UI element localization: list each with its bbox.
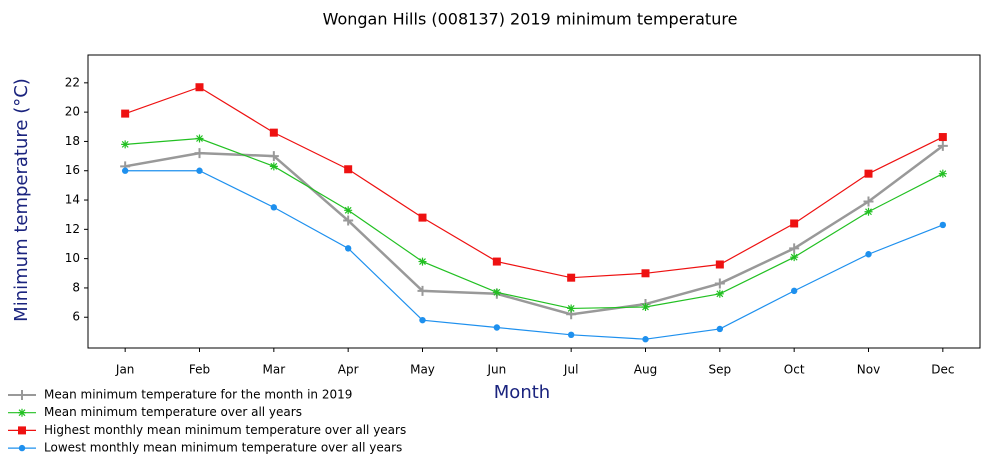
marker [715,260,724,269]
marker [344,245,352,252]
marker [790,287,798,295]
marker [715,289,724,298]
marker [864,207,873,216]
marker [18,408,26,417]
marker [343,215,354,226]
marker [194,148,205,159]
marker [789,243,800,254]
marker [567,331,575,339]
marker [121,109,130,118]
series-line [124,144,944,316]
marker [937,140,948,151]
marker [270,204,278,211]
marker [492,257,501,266]
marker [642,336,649,343]
marker [641,269,650,278]
marker [492,288,501,297]
marker [716,325,724,333]
marker [938,133,947,142]
marker [790,253,799,262]
chart-title: Wongan Hills (008137) 2019 minimum tempe… [323,10,738,29]
y-tick-label: 22 [65,75,80,89]
marker [493,324,501,331]
marker [418,257,427,266]
marker [268,151,279,162]
marker [344,165,353,174]
y-tick-label: 6 [72,310,80,324]
plot-frame [87,54,981,349]
y-tick-label: 8 [72,280,80,294]
x-axis-title: Month [494,382,550,403]
marker [419,316,426,324]
marker [567,273,576,282]
x-tick-label: Jun [486,363,506,377]
x-tick-label: Jul [563,363,578,377]
x-tick-label: Aug [634,363,657,377]
x-tick-label: May [410,363,435,377]
marker [18,444,26,452]
y-tick-label: 14 [65,193,80,207]
marker [865,251,872,258]
marker [790,219,799,228]
x-tick-label: Apr [338,363,359,377]
marker [938,169,947,178]
marker [17,390,27,400]
x-tick-label: Dec [931,363,954,377]
series-line [125,137,944,310]
y-axis-title: Minimum temperature (°C) [11,78,32,322]
marker [196,167,203,174]
x-tick-label: Jan [115,363,135,377]
x-tick-label: Oct [784,363,805,377]
y-tick-label: 12 [65,222,80,236]
marker [863,196,874,207]
marker [195,134,204,143]
legend-label: Lowest monthly mean minimum temperature … [44,441,402,455]
marker [195,83,204,92]
marker [864,169,873,178]
marker [18,426,26,435]
x-tick-label: Nov [857,363,880,377]
x-tick-label: Feb [189,363,210,377]
marker [641,302,650,311]
legend-label: Mean minimum temperature over all years [44,405,302,419]
series-line [125,170,944,340]
marker [418,213,427,222]
y-tick-label: 18 [65,134,80,148]
marker [344,206,353,215]
x-tick-label: Sep [709,363,732,377]
legend-label: Highest monthly mean minimum temperature… [44,423,406,437]
y-tick-label: 20 [65,105,80,119]
y-tick-label: 10 [65,251,80,265]
y-tick-label: 16 [65,163,80,177]
legend-label: Mean minimum temperature for the month i… [44,388,352,402]
marker [121,140,130,149]
marker [417,285,428,296]
x-tick-label: Mar [263,363,286,377]
marker [269,128,278,137]
marker [121,167,129,174]
series-line [124,86,944,279]
marker [269,162,278,171]
marker [939,221,947,229]
marker [714,278,725,289]
marker [567,304,576,313]
